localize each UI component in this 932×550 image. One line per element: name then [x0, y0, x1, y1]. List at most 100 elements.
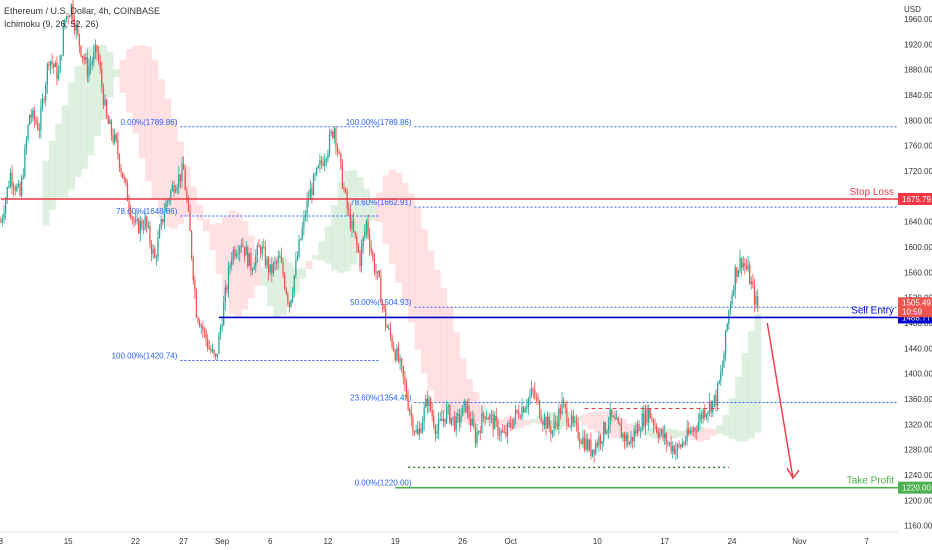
candle-body: [476, 431, 478, 444]
cloud-segment: [145, 46, 153, 182]
cloud-segment: [639, 429, 646, 436]
candle-body: [261, 246, 263, 254]
candle-body: [349, 210, 352, 229]
candle-body: [563, 400, 565, 404]
candle-body: [498, 434, 501, 436]
time-tick: 12: [323, 537, 332, 546]
cloud-segment: [260, 266, 268, 286]
candle-body: [757, 295, 759, 307]
candle-body: [109, 120, 111, 125]
candle-body: [333, 128, 335, 139]
candle-body: [665, 433, 667, 444]
candle-body: [423, 407, 425, 423]
candle-body: [62, 27, 64, 55]
candle-body: [388, 327, 390, 329]
cloud-segment: [292, 268, 300, 293]
candle-body: [421, 422, 424, 433]
candle-body: [229, 265, 231, 268]
candle-body: [707, 411, 709, 415]
candle-body: [267, 258, 270, 273]
candles: [0, 0, 759, 463]
candle-body: [636, 424, 639, 434]
candle-body: [77, 25, 79, 35]
candle-body: [680, 445, 682, 447]
cloud-segment: [651, 426, 659, 439]
candle-body: [678, 444, 680, 446]
candle-body: [296, 256, 299, 260]
candle-body: [279, 256, 281, 258]
candle-body: [203, 330, 206, 332]
candle-body: [150, 243, 153, 254]
candle-body: [567, 423, 570, 427]
candle-body: [535, 397, 538, 399]
cloud-segment: [138, 45, 146, 159]
cloud-segment: [619, 418, 627, 439]
price-tick: 1760.00: [904, 142, 932, 151]
candle-body: [27, 125, 29, 140]
candle-body: [104, 100, 106, 106]
candle-body: [648, 408, 650, 423]
candle-body: [37, 123, 39, 130]
candle-body: [348, 208, 350, 211]
candle-body: [168, 199, 170, 202]
candle-body: [85, 57, 87, 61]
candle-body: [704, 409, 706, 418]
candle-body: [445, 406, 448, 423]
candle-body: [197, 317, 199, 322]
candle-body: [277, 257, 279, 263]
trade-level-label: Stop Loss: [850, 187, 894, 198]
candle-body: [686, 428, 688, 442]
time-tick: 24: [728, 537, 737, 546]
candle-body: [542, 421, 544, 425]
candle-body: [16, 185, 18, 191]
candle-body: [716, 383, 719, 406]
candle-body: [125, 178, 127, 183]
fib-label-right: 0.00%(1220.00): [355, 479, 412, 488]
candle-body: [540, 417, 542, 422]
cloud-segment: [337, 182, 345, 273]
candle-body: [4, 199, 7, 214]
time-tick: Sep: [215, 537, 230, 546]
candle-body: [574, 421, 576, 423]
candle-body: [729, 304, 732, 311]
cloud-segment: [311, 254, 319, 260]
candle-body: [163, 211, 166, 222]
candle-body: [457, 413, 459, 416]
candle-body: [211, 349, 214, 352]
candle-body: [341, 162, 344, 189]
candle-body: [428, 398, 430, 407]
candle-body: [394, 351, 396, 360]
candle-body: [40, 106, 42, 131]
candle-body: [88, 66, 90, 77]
price-tag: 1488.77: [902, 313, 931, 322]
fib-label-left: 0.00%(1789.86): [120, 118, 177, 127]
candle-body: [199, 321, 201, 327]
candle-body: [107, 117, 109, 125]
candle-body: [30, 114, 32, 118]
candle-body: [755, 295, 757, 305]
candle-body: [721, 367, 724, 372]
candle-body: [447, 405, 449, 407]
candle-body: [126, 182, 129, 202]
candle-body: [300, 238, 302, 240]
candle-body: [577, 422, 579, 439]
cloud-segment: [453, 332, 460, 424]
candle-body: [439, 418, 441, 420]
candle-body: [336, 146, 339, 152]
cloud-segment: [209, 224, 217, 250]
cloud-segment: [343, 170, 351, 272]
time-axis: 8 15 22 27 Sep 6 12 19 26 Oct 10 17 24 Nov 7: [0, 531, 898, 546]
trade-level-label: Sell Entry: [851, 305, 894, 316]
candle-body: [59, 55, 61, 74]
candle-body: [585, 438, 587, 450]
trade-level-label: Take Profit: [847, 476, 894, 487]
candle-body: [320, 160, 323, 164]
candle-body: [473, 419, 475, 428]
cloud-segment: [222, 216, 230, 297]
candle-body: [656, 425, 658, 433]
candle-body: [614, 416, 616, 420]
candle-body: [418, 428, 420, 435]
candle-body: [306, 200, 308, 216]
time-tick: 15: [64, 537, 73, 546]
